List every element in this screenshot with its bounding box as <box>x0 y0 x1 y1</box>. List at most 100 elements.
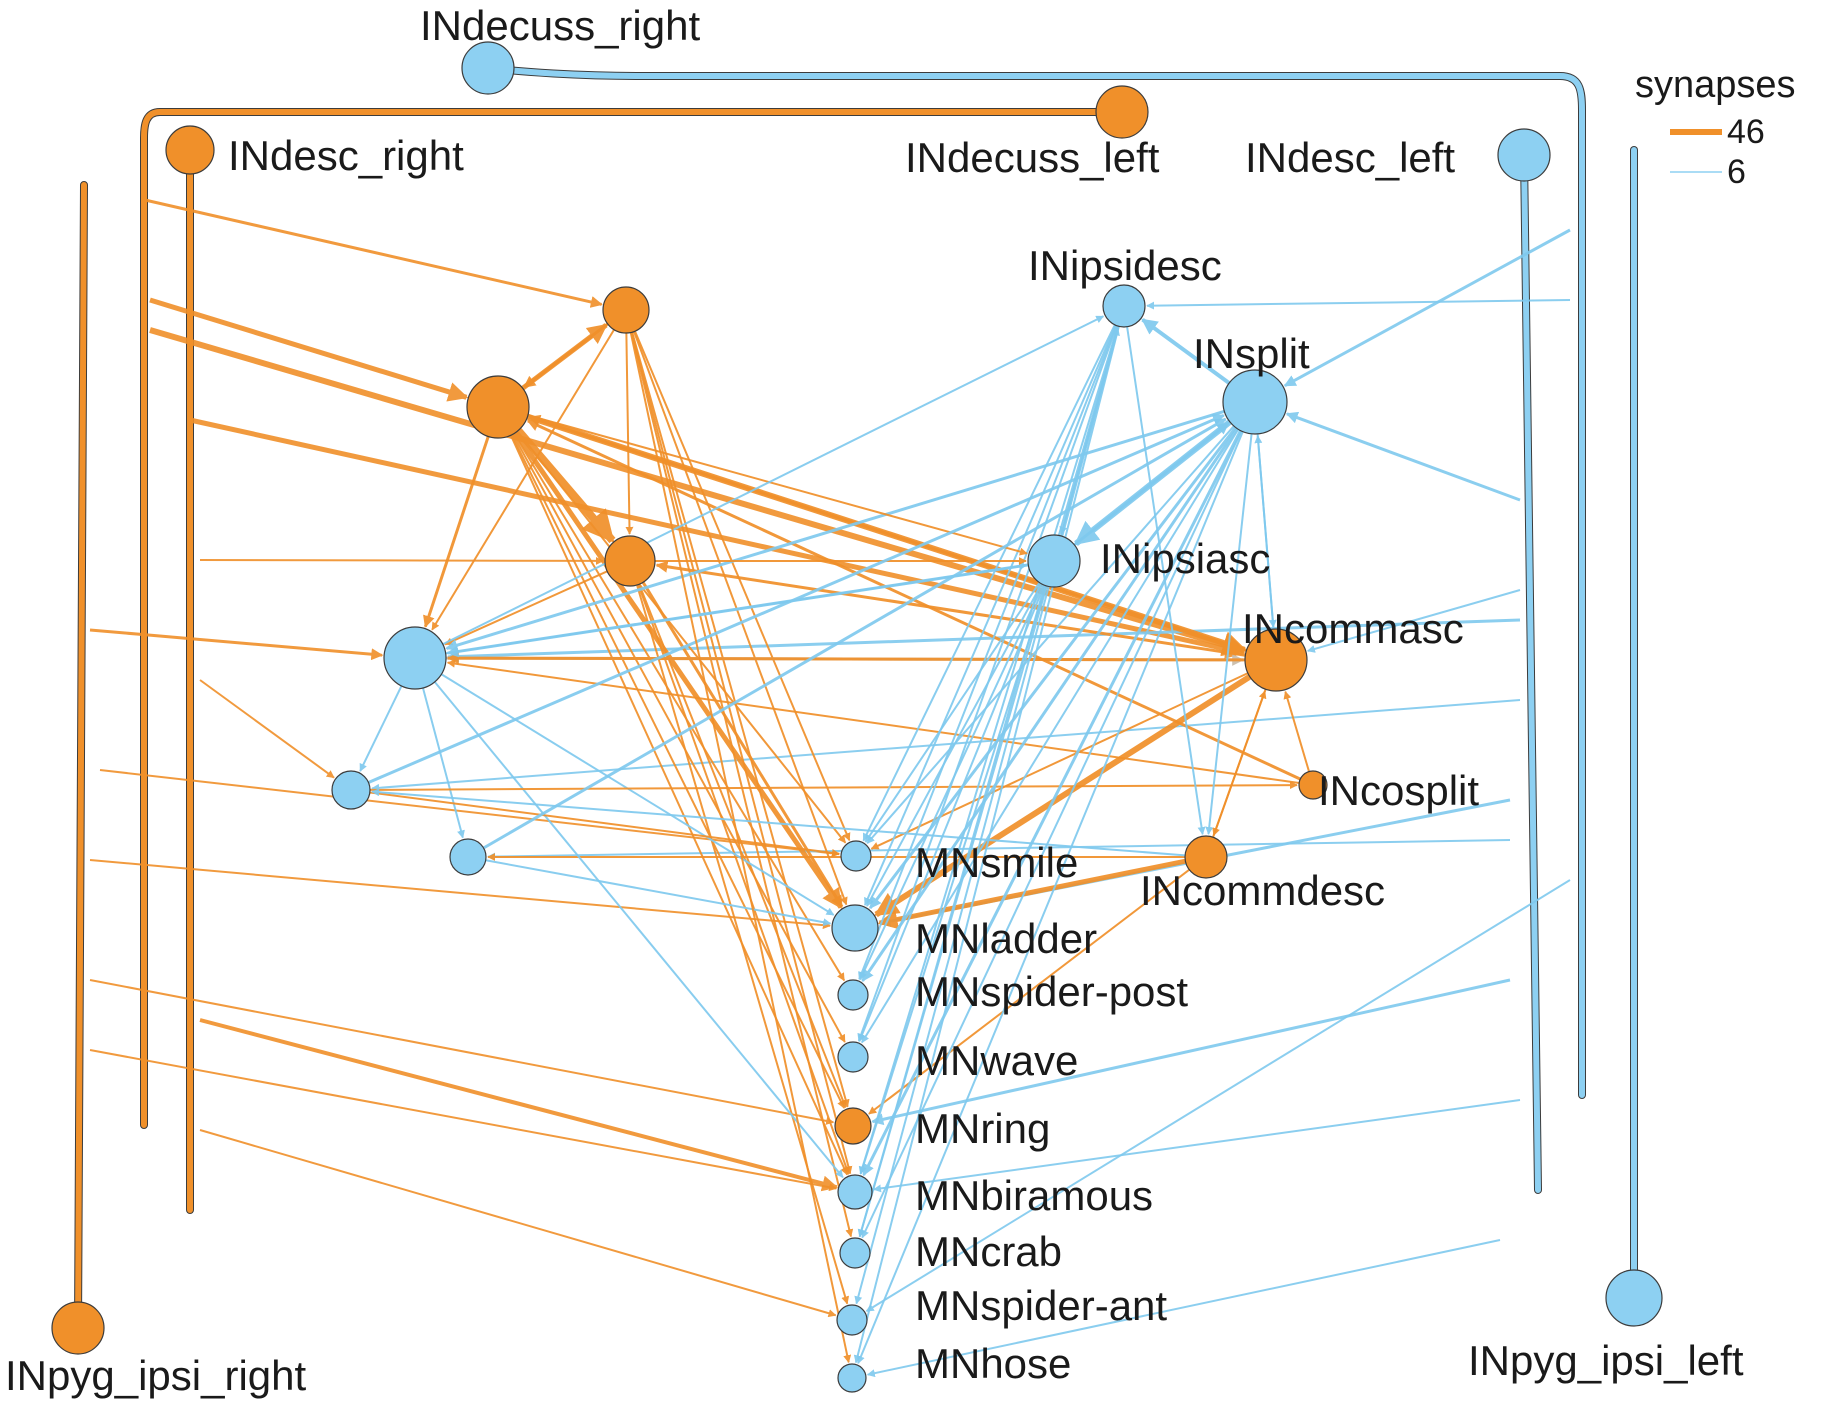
edge-B3-to-INsplit <box>482 417 1227 850</box>
legend-min-label: 6 <box>1727 153 1746 191</box>
label-INsplit: INsplit <box>1193 330 1310 377</box>
edge-INcosplit-to-INcommasc <box>1283 690 1310 772</box>
edge-INsplit-to-INipsidesc <box>1141 317 1231 385</box>
edge-O1-to-O2 <box>523 322 609 389</box>
edge-O1-to-MNsmile <box>634 330 851 842</box>
label-INdecuss_left: INdecuss_left <box>905 134 1160 181</box>
tract-edge-5 <box>89 628 384 661</box>
node-INipsidesc <box>1102 284 1146 328</box>
edge-O1-to-MNhose <box>629 332 852 1364</box>
node-MNspider-ant <box>836 1304 868 1336</box>
edge-INipsiasc-to-MNspider-post <box>859 584 1044 981</box>
tract-edge-8 <box>89 859 831 930</box>
legend-title: synapses <box>1635 64 1796 106</box>
edge-O3-to-MNspider-ant <box>636 584 850 1305</box>
node-MNbiramous <box>837 1174 873 1210</box>
edge-O1-to-O3 <box>625 332 634 535</box>
edge-B2-to-INsplit <box>367 414 1225 784</box>
edge-O2-to-INipsiasc <box>527 414 1028 556</box>
edge-INipsiasc-to-MNsmile <box>864 582 1041 843</box>
edge-B1-to-B2 <box>359 685 403 772</box>
edge-INsplit-to-MNspider-post <box>861 427 1239 982</box>
edge-B1-to-INipsidesc <box>442 315 1105 646</box>
edge-O2-to-MNladder <box>513 431 843 910</box>
tract-edge-13 <box>1146 299 1571 310</box>
edge-INipsidesc-to-INcommdesc <box>1126 326 1206 836</box>
edge-INsplit-to-B1 <box>445 409 1225 651</box>
edge-INcommdesc-to-B2 <box>371 788 1186 857</box>
node-MNcrab <box>839 1237 871 1269</box>
node-MNring <box>834 1107 872 1145</box>
node-INpyg_ipsi_left <box>1605 1269 1663 1327</box>
tract-edge-6 <box>199 679 335 779</box>
tract-edge-9 <box>199 1018 839 1192</box>
edge-INipsidesc-to-MNbiramous <box>858 325 1119 1175</box>
tract-edge-0 <box>144 198 603 308</box>
label-MNspider-ant: MNspider-ant <box>915 1282 1167 1329</box>
edge-B1-to-MNladder <box>440 673 835 916</box>
edge-INipsiasc-to-INsplit <box>1073 421 1230 547</box>
tract-edge-22 <box>865 879 1571 1312</box>
label-INipsiasc: INipsiasc <box>1100 535 1270 582</box>
node-INdecuss_left <box>1095 85 1149 139</box>
tract-edge-4 <box>199 556 604 565</box>
label-INcommdesc: INcommdesc <box>1140 867 1385 914</box>
INdesc_left_axon <box>1521 152 1541 1193</box>
label-MNhose: MNhose <box>915 1340 1071 1387</box>
label-MNwave: MNwave <box>915 1037 1078 1084</box>
INpyg_ipsi_right_axon <box>75 182 87 1331</box>
edge-O1-to-MNbiramous <box>630 332 853 1175</box>
node-O2 <box>466 375 530 439</box>
label-MNsmile: MNsmile <box>915 839 1078 886</box>
node-INcommdesc <box>1184 835 1228 879</box>
edge-INcommasc-to-O3 <box>655 560 1246 657</box>
axon-tracts <box>74 64 1638 1332</box>
node-MNhose <box>837 1363 867 1393</box>
edge-O1-to-MNladder <box>633 331 848 906</box>
edge-INipsidesc-to-MNspider-post <box>858 325 1118 980</box>
label-INcosplit: INcosplit <box>1318 767 1479 814</box>
tract-edge-11 <box>199 1129 837 1318</box>
edge-O3-to-B1 <box>444 570 608 646</box>
legend-max-label: 46 <box>1727 113 1765 151</box>
edge-O1-to-MNring <box>631 331 850 1108</box>
edge-INsplit-to-MNhose <box>857 431 1244 1364</box>
edge-B1-to-MNbiramous <box>433 681 844 1178</box>
edge-B2-to-MNsmile <box>369 791 840 857</box>
tract-edge-19 <box>871 978 1511 1126</box>
legend: synapses 46 6 <box>1635 64 1796 191</box>
edge-INsplit-to-MNsmile <box>866 425 1235 844</box>
edge-INcosplit-to-B1 <box>446 659 1300 785</box>
edge-INsplit-to-MNwave <box>861 428 1240 1044</box>
tract-edge-14 <box>1283 228 1571 388</box>
label-MNring: MNring <box>915 1105 1050 1152</box>
tract-edge-21 <box>866 1239 1501 1378</box>
edge-INipsiasc-to-MNbiramous <box>859 585 1048 1175</box>
edge-INcommdesc-to-INcommasc <box>1212 690 1267 838</box>
node-INdesc_right <box>165 125 215 175</box>
tract-edge-1 <box>149 297 469 402</box>
node-INsplit <box>1222 369 1288 435</box>
edge-INsplit-to-MNcrab <box>861 430 1243 1239</box>
INdecuss_right_axon <box>485 65 1585 1098</box>
edge-INipsiasc-to-MNladder <box>866 583 1043 907</box>
edge-INcommasc-to-MNladder <box>874 674 1252 918</box>
tract-edge-7 <box>99 769 840 858</box>
edge-O3-to-MNring <box>638 583 847 1109</box>
label-INdesc_left: INdesc_left <box>1245 134 1455 181</box>
label-INcommasc: INcommasc <box>1242 605 1464 652</box>
node-MNspider-post <box>837 979 869 1011</box>
node-B1 <box>383 626 447 690</box>
node-B2 <box>331 770 371 810</box>
node-MNladder <box>831 904 879 952</box>
node-MNwave <box>837 1041 869 1073</box>
synapse-edges <box>359 315 1310 1364</box>
edge-O1-to-B1 <box>431 329 615 631</box>
tract-edges <box>89 198 1571 1378</box>
node-MNsmile <box>840 840 872 872</box>
tract-edge-2 <box>149 327 1247 657</box>
edge-O2-to-MNspider-post <box>513 433 846 982</box>
tract-edge-24 <box>371 699 1521 792</box>
edge-O3-to-MNladder <box>641 581 844 908</box>
